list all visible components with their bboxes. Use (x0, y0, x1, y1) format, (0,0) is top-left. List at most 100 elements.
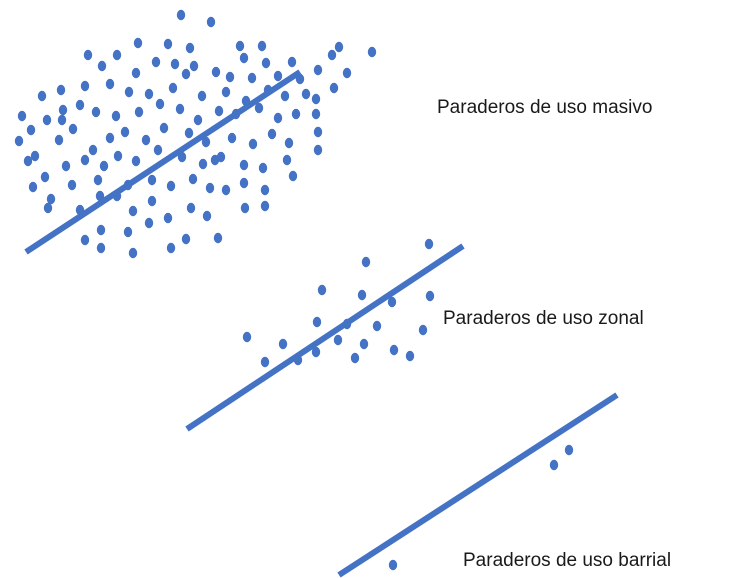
data-point-masivo (295, 73, 305, 85)
data-point-masivo (95, 190, 105, 202)
data-point-masivo (67, 179, 77, 191)
label-barrial: Paraderos de uso barrial (463, 550, 672, 571)
data-point-zonal (342, 318, 352, 330)
label-zonal: Paraderos de uso zonal (443, 308, 644, 329)
data-point-masivo (193, 114, 203, 126)
data-point-zonal (425, 290, 435, 302)
data-point-masivo (88, 144, 98, 156)
data-point-masivo (147, 174, 157, 186)
data-point-masivo (159, 122, 169, 134)
data-point-masivo (111, 110, 121, 122)
data-point-masivo (189, 60, 199, 72)
data-point-masivo (80, 154, 90, 166)
data-point-masivo (313, 144, 323, 156)
data-point-masivo (105, 132, 115, 144)
data-point-masivo (329, 82, 339, 94)
data-point-masivo (58, 104, 68, 116)
data-point-masivo (367, 46, 377, 58)
data-point-masivo (261, 57, 271, 69)
label-masivo: Paraderos de uso masivo (437, 97, 653, 118)
trend-line-barrial (337, 392, 619, 578)
data-point-masivo (258, 162, 268, 174)
data-point-masivo (133, 37, 143, 49)
data-point-masivo (210, 154, 220, 166)
data-point-masivo (42, 114, 52, 126)
cluster-masivo (14, 9, 377, 259)
data-point-masivo (166, 180, 176, 192)
data-point-masivo (147, 195, 157, 207)
data-point-masivo (112, 190, 122, 202)
data-point-masivo (128, 247, 138, 259)
data-point-zonal (387, 296, 397, 308)
data-point-masivo (254, 102, 264, 114)
data-point-masivo (96, 224, 106, 236)
data-point-masivo (57, 114, 67, 126)
data-point-masivo (124, 86, 134, 98)
data-point-masivo (155, 98, 165, 110)
data-point-barrial (388, 559, 398, 571)
data-point-masivo (235, 40, 245, 52)
data-point-masivo (56, 84, 66, 96)
data-point-masivo (214, 105, 224, 117)
data-point-masivo (134, 106, 144, 118)
data-point-masivo (206, 16, 216, 28)
data-point-masivo (131, 155, 141, 167)
data-point-masivo (247, 72, 257, 84)
data-point-masivo (166, 242, 176, 254)
data-point-masivo (239, 52, 249, 64)
data-point-masivo (144, 88, 154, 100)
data-point-masivo (227, 132, 237, 144)
data-point-zonal (418, 324, 428, 336)
data-point-masivo (14, 135, 24, 147)
data-point-zonal (317, 284, 327, 296)
data-point-masivo (280, 90, 290, 102)
data-point-masivo (83, 49, 93, 61)
data-point-masivo (151, 56, 161, 68)
trend-line-zonal (185, 243, 465, 432)
data-point-masivo (128, 205, 138, 217)
data-point-masivo (163, 212, 173, 224)
data-point-masivo (54, 134, 64, 146)
data-point-masivo (75, 99, 85, 111)
data-point-masivo (105, 78, 115, 90)
data-point-zonal (278, 338, 288, 350)
data-point-masivo (201, 136, 211, 148)
data-point-zonal (260, 356, 270, 368)
data-point-masivo (221, 184, 231, 196)
data-point-masivo (43, 202, 53, 214)
data-point-masivo (26, 124, 36, 136)
data-point-masivo (284, 137, 294, 149)
data-point-masivo (96, 242, 106, 254)
data-point-masivo (30, 150, 40, 162)
data-point-zonal (242, 331, 252, 343)
data-point-masivo (311, 108, 321, 120)
data-point-masivo (181, 233, 191, 245)
data-point-masivo (23, 155, 33, 167)
data-point-masivo (241, 95, 251, 107)
data-point-masivo (273, 70, 283, 82)
data-point-masivo (239, 159, 249, 171)
data-point-masivo (313, 126, 323, 138)
data-point-masivo (120, 126, 130, 138)
data-point-masivo (231, 108, 241, 120)
data-point-zonal (389, 344, 399, 356)
data-point-masivo (75, 204, 85, 216)
data-point-masivo (80, 80, 90, 92)
data-point-masivo (267, 128, 277, 140)
data-point-masivo (141, 134, 151, 146)
data-point-masivo (168, 82, 178, 94)
data-point-masivo (288, 170, 298, 182)
data-point-masivo (287, 56, 297, 68)
data-point-masivo (91, 106, 101, 118)
trend-line-masivo (24, 69, 302, 255)
data-point-masivo (170, 58, 180, 70)
data-point-zonal (312, 316, 322, 328)
data-point-masivo (112, 49, 122, 61)
data-point-masivo (17, 110, 27, 122)
data-point-masivo (37, 90, 47, 102)
data-point-masivo (99, 160, 109, 172)
data-point-masivo (131, 67, 141, 79)
data-point-masivo (144, 217, 154, 229)
